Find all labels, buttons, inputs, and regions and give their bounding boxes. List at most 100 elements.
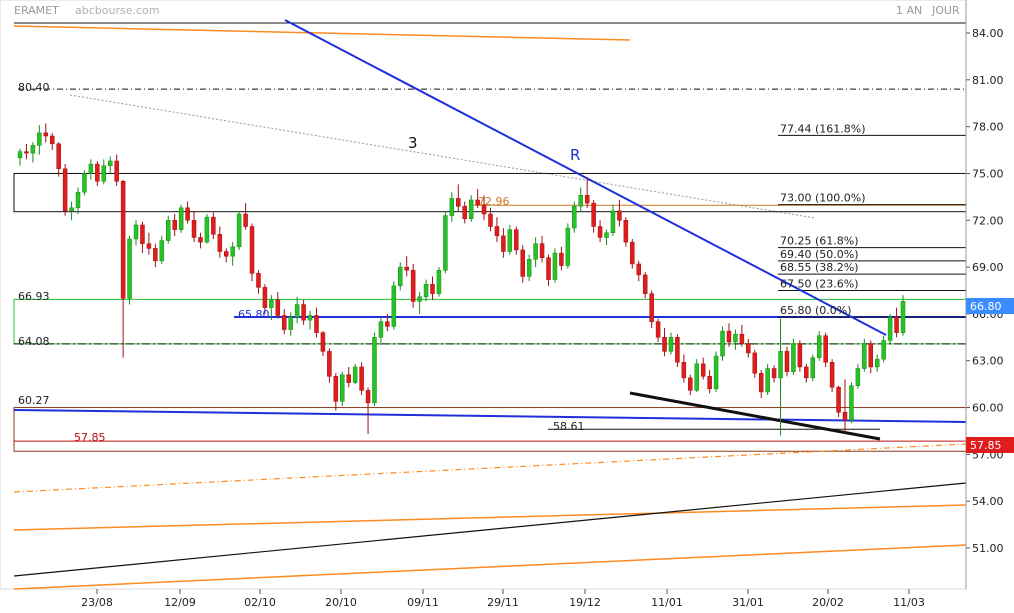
y-tick-label: 63.00 (972, 355, 1004, 368)
candle (784, 346, 790, 377)
candle-body (288, 316, 293, 330)
candle-body (333, 376, 339, 402)
candle-body (520, 249, 525, 277)
candle-body (198, 237, 203, 243)
candle (559, 246, 564, 271)
candle-body (436, 269, 442, 294)
candle-body (410, 269, 416, 302)
fib-label-6: 65.80 (0.0%) (780, 304, 852, 317)
candle-body (17, 151, 23, 159)
annotation-57-85: 57.85 (74, 431, 106, 444)
candle (552, 248, 558, 283)
candle (275, 292, 281, 319)
candle (494, 217, 500, 243)
candle-body (862, 343, 867, 369)
candle (211, 212, 216, 239)
long-support-line (13, 409, 967, 423)
candle (30, 142, 36, 163)
candle-body (887, 316, 893, 341)
candle (578, 187, 583, 213)
candle-body (481, 204, 487, 215)
candle (733, 329, 738, 350)
candle (443, 212, 448, 274)
candle-body (43, 132, 49, 137)
candle (43, 123, 49, 143)
candle (423, 279, 429, 302)
candle (546, 254, 551, 286)
y-tick-label: 51.00 (972, 542, 1004, 555)
candle (836, 385, 841, 417)
last-price-tag: 66.80 (966, 298, 1014, 314)
candle (481, 195, 487, 221)
candle-body (546, 257, 551, 280)
candle (501, 228, 506, 258)
x-tick-label: 11/01 (651, 596, 683, 609)
candle-body (49, 135, 55, 145)
candle (636, 260, 641, 282)
y-tick-label: 72.00 (972, 214, 1004, 227)
candle-body (462, 205, 467, 219)
candlesticks (17, 123, 906, 436)
candle (385, 313, 390, 332)
candle (713, 351, 719, 392)
orange-line-2 (13, 544, 967, 590)
candle (191, 210, 197, 243)
candle-body (153, 248, 158, 262)
fib-label-0: 77.44 (161.8%) (780, 122, 866, 135)
y-tick-label: 75.00 (972, 167, 1004, 180)
candle (829, 359, 835, 392)
candle (95, 160, 100, 186)
candle (391, 281, 397, 330)
candle (649, 290, 654, 328)
candle-body (159, 240, 165, 262)
fib-label-3: 69.40 (50.0%) (780, 248, 859, 261)
candle (372, 332, 377, 406)
candle (700, 357, 706, 380)
candle (127, 235, 132, 305)
candle-body (398, 266, 403, 287)
candle (797, 340, 803, 372)
candle-body (610, 210, 616, 234)
candle (120, 179, 126, 358)
candle (539, 235, 545, 263)
candle-body (746, 343, 751, 354)
candle (655, 318, 661, 342)
support-price-tag-bg (966, 437, 1014, 453)
candle-body (894, 316, 899, 333)
candle (791, 338, 796, 375)
support-price-value: 57.85 (970, 439, 1002, 452)
candle (597, 220, 603, 243)
candle (758, 370, 764, 399)
y-tick-label: 78.00 (972, 121, 1004, 134)
candle-body (791, 343, 796, 372)
fib-label-2: 70.25 (61.8%) (780, 235, 859, 248)
candle (816, 331, 822, 361)
candle-body (475, 199, 480, 205)
candle-body (694, 363, 700, 391)
candle (688, 374, 693, 396)
candle-body (165, 220, 171, 241)
candle-body (552, 252, 558, 280)
candle (771, 365, 777, 383)
candle-body (417, 296, 422, 302)
candle-body (75, 191, 81, 209)
candle-body (430, 284, 435, 294)
y-tick-label: 60.00 (972, 402, 1004, 415)
candle-body (868, 343, 874, 368)
candle (307, 310, 313, 330)
candle (56, 142, 61, 177)
candle-body (597, 226, 603, 238)
candle (533, 237, 538, 268)
chart-title: ERAMET (14, 4, 59, 17)
candle (365, 387, 371, 435)
candle-body (526, 259, 532, 277)
candle-body (533, 243, 538, 260)
candle (359, 362, 364, 396)
candle (430, 276, 435, 300)
candle (69, 201, 74, 221)
x-tick-label: 11/03 (893, 596, 925, 609)
x-tick-label: 09/11 (407, 596, 439, 609)
annotation-60-27: 60.27 (18, 394, 50, 407)
candle (874, 354, 880, 372)
